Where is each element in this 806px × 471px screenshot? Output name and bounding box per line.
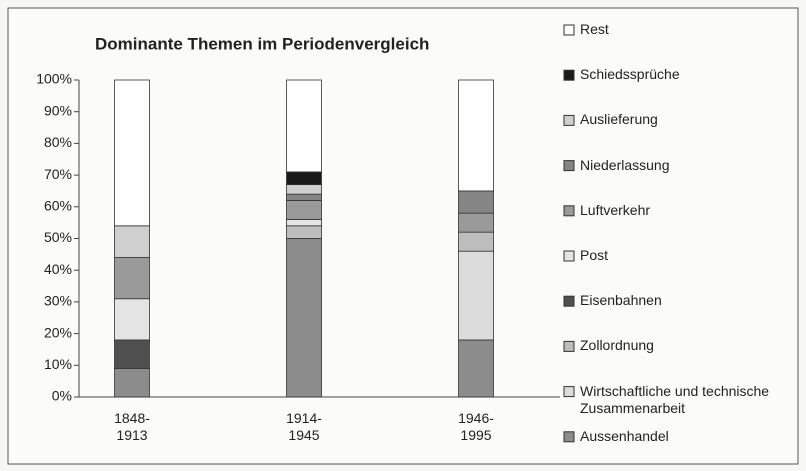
y-tick-label: 90%: [44, 102, 72, 118]
bar-segment: [286, 200, 322, 220]
bar-segment: [458, 212, 494, 233]
x-tick-label: 1914-1945: [286, 410, 322, 443]
chart-title: Dominante Themen im Periodenvergleich: [95, 34, 429, 53]
bar-segment: [286, 184, 322, 195]
bar-segment: [114, 339, 150, 369]
bar-segment: [114, 368, 150, 398]
legend-swatch: [563, 340, 575, 352]
bar-segment: [286, 225, 322, 239]
x-tick-label: 1848-1913: [114, 410, 150, 443]
y-tick-label: 100%: [36, 71, 72, 87]
legend-swatch: [563, 431, 575, 443]
bar-segment: [286, 219, 322, 227]
y-tick-label: 40%: [44, 261, 72, 277]
y-tick-label: 80%: [44, 134, 72, 150]
legend-swatch: [563, 114, 575, 126]
legend-label: Auslieferung: [580, 111, 658, 128]
y-tick-label: 30%: [44, 293, 72, 309]
bar-segment: [114, 225, 150, 258]
legend-swatch: [563, 295, 575, 307]
bar-segment: [114, 79, 150, 227]
legend-label: Schiedssprüche: [580, 66, 680, 83]
legend-label: Post: [580, 247, 609, 263]
bar-segment: [114, 298, 150, 341]
y-tick-label: 70%: [44, 166, 72, 182]
legend-swatch: [563, 160, 575, 172]
y-tick-label: 50%: [44, 229, 72, 245]
x-tick-label: 1946-1995: [458, 410, 494, 443]
bar-segment: [286, 79, 322, 173]
bar-segment: [458, 79, 494, 192]
legend-label: Zollordnung: [580, 337, 654, 354]
legend-swatch: [563, 69, 575, 81]
y-tick-label: 60%: [44, 198, 72, 214]
bar-segment: [458, 250, 494, 341]
bar-segment: [286, 238, 322, 398]
legend-label: Wirtschaftliche und technische Zusammena…: [580, 382, 770, 416]
y-tick-label: 10%: [44, 356, 72, 372]
bar-segment: [458, 339, 494, 398]
bar-segment: [286, 171, 322, 186]
legend-swatch: [563, 24, 575, 36]
bar-segment: [286, 193, 322, 201]
legend-label: Eisenbahnen: [580, 292, 662, 309]
bar-segment: [458, 190, 494, 214]
legend-swatch: [563, 386, 575, 398]
y-tick-label: 0%: [52, 388, 72, 404]
y-tick-label: 20%: [44, 324, 72, 340]
legend-label: Niederlassung: [580, 156, 670, 173]
bar-segment: [114, 257, 150, 300]
legend-label: Rest: [580, 21, 609, 37]
legend-swatch: [563, 250, 575, 262]
legend-label: Luftverkehr: [580, 201, 651, 218]
legend-label: Aussenhandel: [580, 427, 669, 444]
legend-swatch: [563, 205, 575, 217]
bar-segment: [458, 231, 494, 252]
